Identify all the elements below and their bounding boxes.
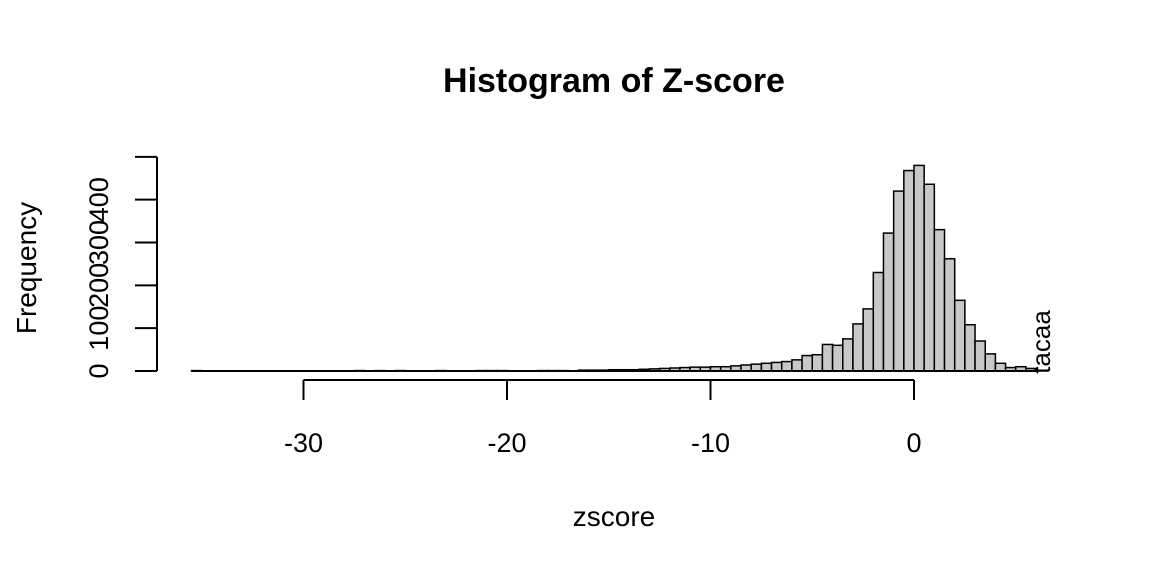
y-tick-label: 200 — [84, 263, 114, 308]
x-tick-label: -30 — [284, 428, 323, 458]
histogram-bar — [750, 363, 763, 372]
x-tick-label: 0 — [906, 428, 921, 458]
histogram-bar — [780, 360, 793, 372]
histogram-bar — [994, 362, 1007, 372]
histogram-bar — [862, 308, 875, 372]
histogram-bar — [852, 323, 864, 372]
histogram-bar — [892, 190, 905, 372]
y-tick-label: 100 — [84, 306, 114, 351]
histogram-bar — [801, 354, 814, 372]
histogram-bar — [770, 361, 783, 372]
histogram-bar — [811, 353, 824, 372]
annotation-label: tacaa — [1026, 310, 1056, 374]
histogram-bar — [760, 362, 773, 372]
histogram-bar — [831, 344, 844, 372]
histogram-bar — [821, 343, 834, 372]
histogram-bar — [791, 359, 803, 372]
histogram-bar — [842, 338, 854, 372]
histogram-bar — [984, 353, 997, 372]
histogram-bar — [882, 232, 895, 372]
histogram-bar — [964, 323, 976, 372]
histogram-bar — [913, 164, 925, 372]
histogram-bar — [974, 340, 986, 372]
histogram-bar — [933, 228, 946, 372]
histogram-bar — [923, 183, 936, 372]
chart-title: Histogram of Z-score — [443, 62, 785, 100]
x-axis: -30 -20 -10 0 — [284, 379, 922, 458]
x-tick-label: -10 — [691, 428, 730, 458]
x-tick-label: -20 — [487, 428, 526, 458]
histogram-bar — [903, 169, 915, 372]
histogram-bar — [943, 258, 956, 372]
histogram-bars — [190, 164, 1037, 372]
y-tick-label: 300 — [84, 220, 114, 265]
histogram-bar — [872, 271, 885, 372]
histogram-bar — [953, 299, 966, 372]
y-tick-label: 0 — [84, 363, 114, 378]
y-tick-label: 400 — [84, 177, 114, 222]
y-axis-label: Frequency — [11, 202, 42, 334]
x-axis-label: zscore — [573, 501, 655, 532]
